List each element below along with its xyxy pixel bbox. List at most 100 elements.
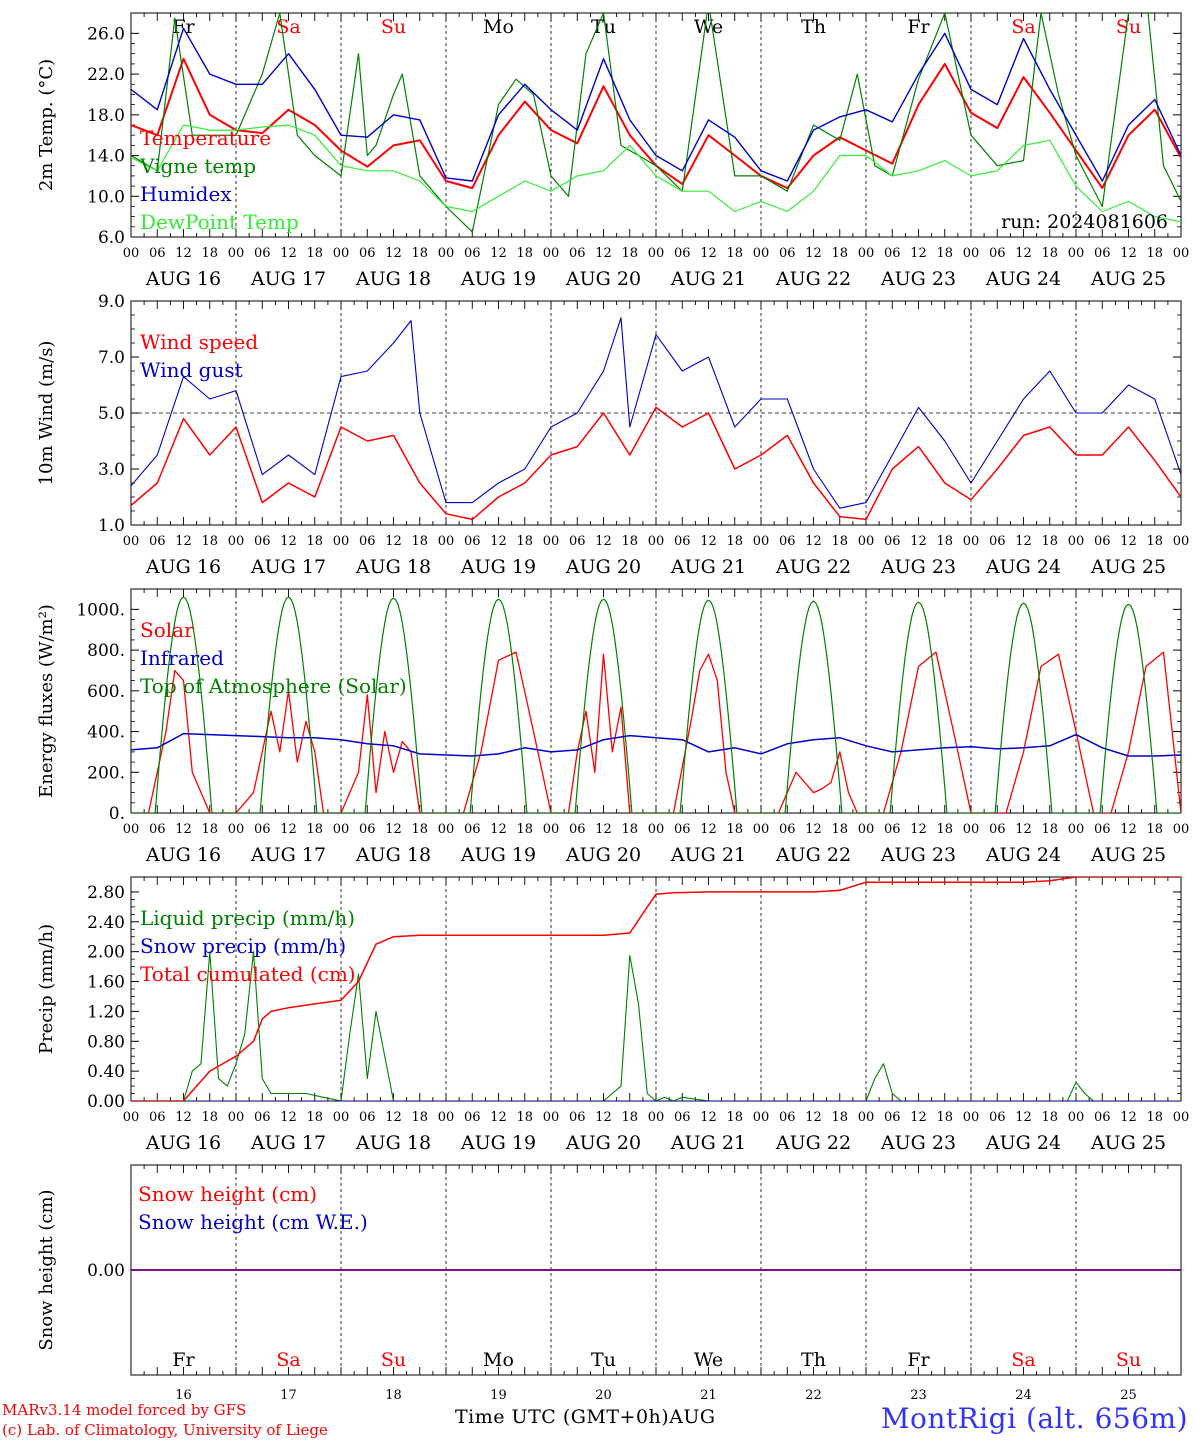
hour-tick-label: 18 <box>726 1110 743 1125</box>
hour-tick-label: 12 <box>175 1110 192 1125</box>
hour-tick-label: 06 <box>884 246 901 261</box>
legend-entry: Infrared <box>140 646 224 670</box>
hour-tick-label: 00 <box>543 246 560 261</box>
hour-tick-label: 06 <box>989 1110 1006 1125</box>
panel-1: 6.0 10.0 14.0 18.0 22.0 26.0 2m Temp. (°C) 00 06… <box>36 12 1189 290</box>
day-of-week-label: Fr <box>907 1349 930 1371</box>
hour-tick-label: 06 <box>464 1110 481 1125</box>
hour-tick-label: 06 <box>989 246 1006 261</box>
hour-tick-label: 06 <box>254 1110 271 1125</box>
y-axis-label: 10m Wind (m/s) <box>36 341 57 486</box>
date-label: AUG 19 <box>460 1132 536 1154</box>
hour-tick-label: 12 <box>805 534 822 549</box>
y-tick-label: 0.00 <box>87 1261 125 1281</box>
hour-tick-label: 00 <box>123 1110 140 1125</box>
hour-tick-label: 06 <box>359 822 376 837</box>
hour-tick-label: 00 <box>963 534 980 549</box>
hour-tick-label: 00 <box>753 822 770 837</box>
hour-tick-label: 00 <box>1173 534 1190 549</box>
hour-tick-label: 00 <box>963 1110 980 1125</box>
y-axis-label: Energy fluxes (W/m²) <box>36 604 57 798</box>
hour-tick-label: 12 <box>1015 246 1032 261</box>
hour-tick-label: 00 <box>1068 246 1085 261</box>
hour-tick-label: 18 <box>831 246 848 261</box>
hour-tick-label: 12 <box>385 246 402 261</box>
date-label: AUG 18 <box>355 556 431 578</box>
hour-tick-label: 06 <box>149 822 166 837</box>
series-line <box>131 596 1181 813</box>
hour-tick-label: 00 <box>228 822 245 837</box>
hour-tick-label: 00 <box>648 534 665 549</box>
legend-entry: Vigne temp <box>139 154 256 178</box>
date-label: AUG 20 <box>565 844 641 866</box>
date-label: AUG 23 <box>880 844 956 866</box>
hour-tick-label: 12 <box>910 1110 927 1125</box>
hour-tick-label: 00 <box>228 1110 245 1125</box>
day-of-week-label: Su <box>1116 1349 1141 1371</box>
hour-tick-label: 06 <box>779 534 796 549</box>
day-of-week-label: Tu <box>591 16 616 38</box>
hour-tick-label: 06 <box>359 534 376 549</box>
hour-tick-label: 18 <box>831 1110 848 1125</box>
hour-tick-label: 18 <box>726 534 743 549</box>
hour-tick-label: 12 <box>805 1110 822 1125</box>
hour-tick-label: 18 <box>726 822 743 837</box>
y-tick-label: 2.40 <box>87 913 125 933</box>
series-line <box>131 124 1181 223</box>
date-label: AUG 16 <box>145 556 221 578</box>
y-tick-label: 7.0 <box>98 348 125 368</box>
y-axis-label: Precip (mm/h) <box>36 924 57 1054</box>
y-tick-label: 3.0 <box>98 460 125 480</box>
hour-tick-label: 12 <box>910 534 927 549</box>
hour-tick-label: 18 <box>411 822 428 837</box>
date-label: AUG 22 <box>775 268 851 290</box>
day-of-week-label: Th <box>801 16 826 38</box>
date-label: AUG 24 <box>985 268 1061 290</box>
date-label: AUG 21 <box>670 268 746 290</box>
date-label: AUG 22 <box>775 844 851 866</box>
hour-tick-label: 18 <box>621 246 638 261</box>
hour-tick-label: 12 <box>1120 534 1137 549</box>
hour-tick-label: 00 <box>648 822 665 837</box>
hour-tick-label: 18 <box>411 534 428 549</box>
panel-2: 1.0 3.0 5.0 7.0 9.0 10m Wind (m/s) 00 06 12 18 00 0… <box>36 292 1189 578</box>
series-group <box>131 596 1181 813</box>
panel-5: 0.00 Snow height (cm) Fr Sa Su Mo Tu We Th Fr Sa Su… <box>36 1164 1182 1403</box>
date-label: AUG 17 <box>250 268 326 290</box>
hour-tick-label: 06 <box>254 822 271 837</box>
hour-tick-label: 12 <box>595 822 612 837</box>
hour-tick-label: 18 <box>516 822 533 837</box>
hour-tick-label: 12 <box>1015 822 1032 837</box>
hour-tick-label: 00 <box>1173 822 1190 837</box>
hour-tick-label: 18 <box>306 246 323 261</box>
day-number-label: 21 <box>700 1388 717 1403</box>
hour-tick-label: 18 <box>201 1110 218 1125</box>
day-number-label: 16 <box>175 1388 192 1403</box>
date-label: AUG 19 <box>460 844 536 866</box>
legend-entry: Solar <box>140 618 194 642</box>
hour-tick-label: 00 <box>333 1110 350 1125</box>
hour-tick-label: 06 <box>254 246 271 261</box>
hour-tick-label: 06 <box>1094 822 1111 837</box>
date-label: AUG 20 <box>565 556 641 578</box>
hour-tick-label: 18 <box>936 246 953 261</box>
hour-tick-label: 06 <box>569 246 586 261</box>
date-label: AUG 17 <box>250 844 326 866</box>
y-tick-label: 0.40 <box>87 1062 125 1082</box>
hour-tick-label: 00 <box>123 822 140 837</box>
hour-tick-label: 00 <box>333 534 350 549</box>
date-label: AUG 23 <box>880 268 956 290</box>
hour-tick-label: 06 <box>359 1110 376 1125</box>
date-label: AUG 23 <box>880 556 956 578</box>
hour-tick-label: 12 <box>490 534 507 549</box>
y-tick-label: 2.00 <box>87 943 125 963</box>
series-line <box>131 877 1181 1101</box>
date-label: AUG 25 <box>1090 1132 1166 1154</box>
hour-tick-label: 12 <box>805 246 822 261</box>
date-label: AUG 24 <box>985 1132 1061 1154</box>
hour-tick-label: 00 <box>438 1110 455 1125</box>
date-label: AUG 16 <box>145 1132 221 1154</box>
y-tick-label: 10.0 <box>87 187 125 207</box>
day-of-week-label: Sa <box>1011 1349 1035 1371</box>
